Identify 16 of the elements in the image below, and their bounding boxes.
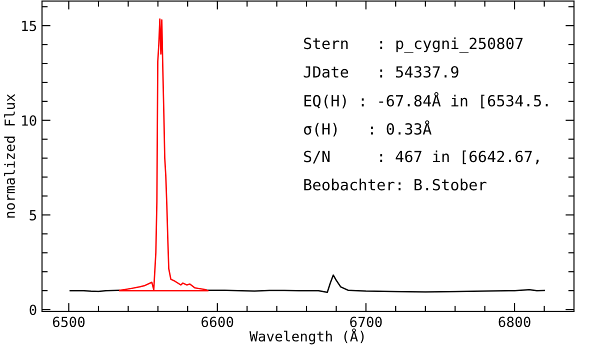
x-tick-label: 6600 xyxy=(202,316,234,328)
x-axis-title: Wavelength (Å) xyxy=(249,328,364,344)
annotation: JDate : 54337.9 xyxy=(304,66,458,78)
y-tick-label: 0 xyxy=(30,304,36,316)
annotation: Beobachter: B.Stober xyxy=(304,178,486,190)
y-tick-label: 15 xyxy=(22,20,36,32)
x-tick-label: 6800 xyxy=(498,316,530,328)
annotation: Stern : p_cygni_250807 xyxy=(304,37,523,53)
annotation: σ(H) : 0.33Å xyxy=(304,120,432,137)
annotation: S/N : 467 in [6642.67, xyxy=(304,150,539,164)
x-tick-label: 6500 xyxy=(52,316,85,328)
y-tick-label: 10 xyxy=(22,115,36,126)
y-tick-label: 5 xyxy=(30,210,36,220)
annotation: EQ(H) : -67.84Å in [6534.5. xyxy=(304,92,548,108)
y-axis-title: normalized Flux xyxy=(4,94,15,218)
x-tick-label: 6700 xyxy=(350,316,382,328)
